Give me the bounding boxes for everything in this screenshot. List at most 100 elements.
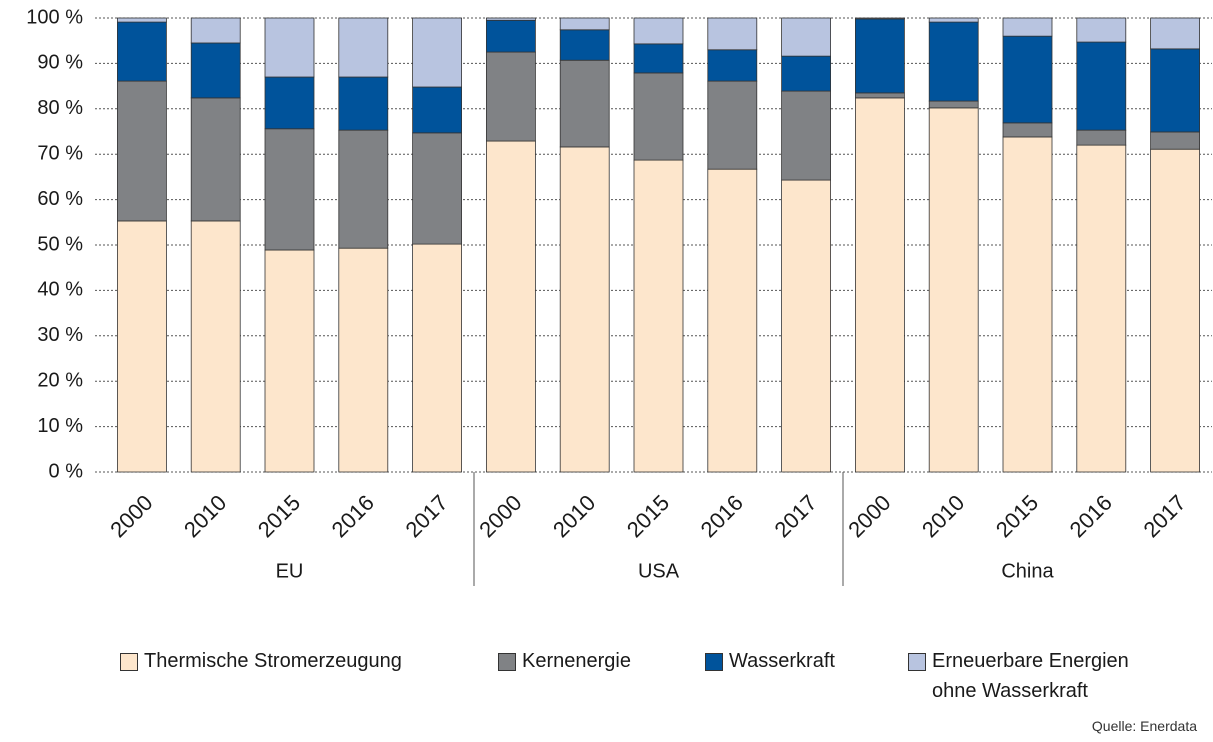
bar-segment: [190, 220, 241, 473]
legend-label: Kernenergie: [522, 650, 631, 672]
y-tick-label: 70 %: [37, 142, 83, 164]
bar-segment: [1150, 148, 1200, 473]
bar-segment: [855, 97, 905, 473]
legend-swatch: [498, 653, 516, 671]
x-tick-label: 2017: [400, 490, 452, 542]
bar-segment: [117, 17, 167, 23]
bar-segment: [559, 17, 610, 31]
bar-segment: [855, 17, 905, 20]
bar-segment: [928, 100, 979, 109]
bar-segment: [338, 247, 389, 473]
legend-swatch: [908, 653, 926, 671]
legend-swatch: [705, 653, 723, 671]
bar-segment: [1076, 17, 1127, 43]
bar-segment: [412, 86, 463, 134]
bar-segment: [190, 17, 241, 44]
bar-segment: [855, 92, 905, 99]
bar-segment: [1076, 41, 1127, 131]
bar-segment: [485, 19, 536, 53]
bar-segment: [781, 55, 831, 92]
y-tick-label: 0 %: [49, 460, 84, 482]
bar-segment: [338, 76, 389, 131]
y-tick-label: 60 %: [37, 188, 83, 210]
bar-segment: [117, 80, 167, 222]
bar-segment: [1150, 48, 1200, 133]
bar-segment: [707, 49, 758, 82]
group-label: China: [1001, 560, 1054, 582]
x-tick-label: 2000: [843, 490, 895, 542]
x-tick-label: 2016: [327, 490, 379, 542]
source: Quelle: Enerdata: [1091, 718, 1197, 734]
x-tick-label: 2010: [548, 490, 600, 542]
bar-segment: [264, 128, 315, 251]
x-tick-label: 2017: [1138, 490, 1190, 542]
y-tick-label: 20 %: [37, 369, 83, 391]
bar-segment: [1002, 136, 1053, 473]
bar-segment: [633, 17, 684, 45]
x-tick-label: 2010: [917, 490, 969, 542]
legend-label: Wasserkraft: [729, 650, 835, 672]
y-tick-label: 30 %: [37, 324, 83, 346]
bar-segment: [190, 42, 241, 99]
bar-segment: [412, 243, 463, 473]
bar-segment: [190, 97, 241, 222]
y-tick-label: 10 %: [37, 415, 83, 437]
legend-item: Wasserkraft: [705, 646, 835, 676]
bar-segment: [559, 146, 610, 473]
bar-segment: [781, 17, 831, 57]
bar-segment: [1076, 129, 1127, 146]
bar-segment: [1002, 35, 1053, 124]
bar-segment: [1002, 17, 1053, 37]
legend-item: Kernenergie: [498, 646, 631, 676]
legend-label: Erneuerbare Energien ohne Wasserkraft: [932, 650, 1129, 702]
bar-segment: [781, 90, 831, 181]
bar-segment: [559, 59, 610, 148]
x-tick-label: 2017: [769, 490, 821, 542]
y-tick-label: 40 %: [37, 279, 83, 301]
legend-label: Thermische Stromerzeugung: [144, 650, 402, 672]
group-label: EU: [276, 560, 304, 582]
bar-segment: [485, 51, 536, 142]
bar-segment: [338, 17, 389, 78]
bar-segment: [264, 17, 315, 78]
bar-segment: [781, 179, 831, 473]
bar-segment: [633, 43, 684, 74]
bar-segment: [338, 129, 389, 249]
y-tick-label: 100 %: [26, 6, 83, 28]
bar-segment: [412, 132, 463, 245]
bar-segment: [855, 18, 905, 94]
bar-segment: [412, 17, 463, 88]
bar-segment: [264, 249, 315, 473]
legend-item: Erneuerbare Energien ohne Wasserkraft: [908, 646, 1158, 706]
y-tick-label: 80 %: [37, 97, 83, 119]
legend-item: Thermische Stromerzeugung: [120, 646, 402, 676]
bar-segment: [117, 220, 167, 473]
bar-segment: [559, 29, 610, 61]
x-tick-label: 2016: [696, 490, 748, 542]
bar-segment: [633, 72, 684, 161]
group-label: USA: [638, 560, 680, 582]
x-tick-label: 2016: [1065, 490, 1117, 542]
bar-segment: [485, 140, 536, 473]
x-tick-label: 2010: [179, 490, 231, 542]
bar-segment: [928, 21, 979, 102]
x-tick-label: 2015: [991, 490, 1043, 542]
legend-swatch: [120, 653, 138, 671]
y-tick-label: 50 %: [37, 233, 83, 255]
x-tick-label: 2000: [474, 490, 526, 542]
bar-segment: [707, 168, 758, 473]
bar-segment: [707, 17, 758, 51]
y-tick-label: 90 %: [37, 52, 83, 74]
x-tick-label: 2015: [622, 490, 674, 542]
bar-segment: [928, 107, 979, 473]
bar-segment: [1076, 144, 1127, 473]
bar-segment: [264, 76, 315, 130]
x-tick-label: 2000: [105, 490, 157, 542]
bar-segment: [707, 80, 758, 170]
bar-segment: [117, 21, 167, 82]
bar-segment: [1150, 17, 1200, 50]
x-tick-label: 2015: [253, 490, 305, 542]
bar-segment: [1150, 131, 1200, 150]
